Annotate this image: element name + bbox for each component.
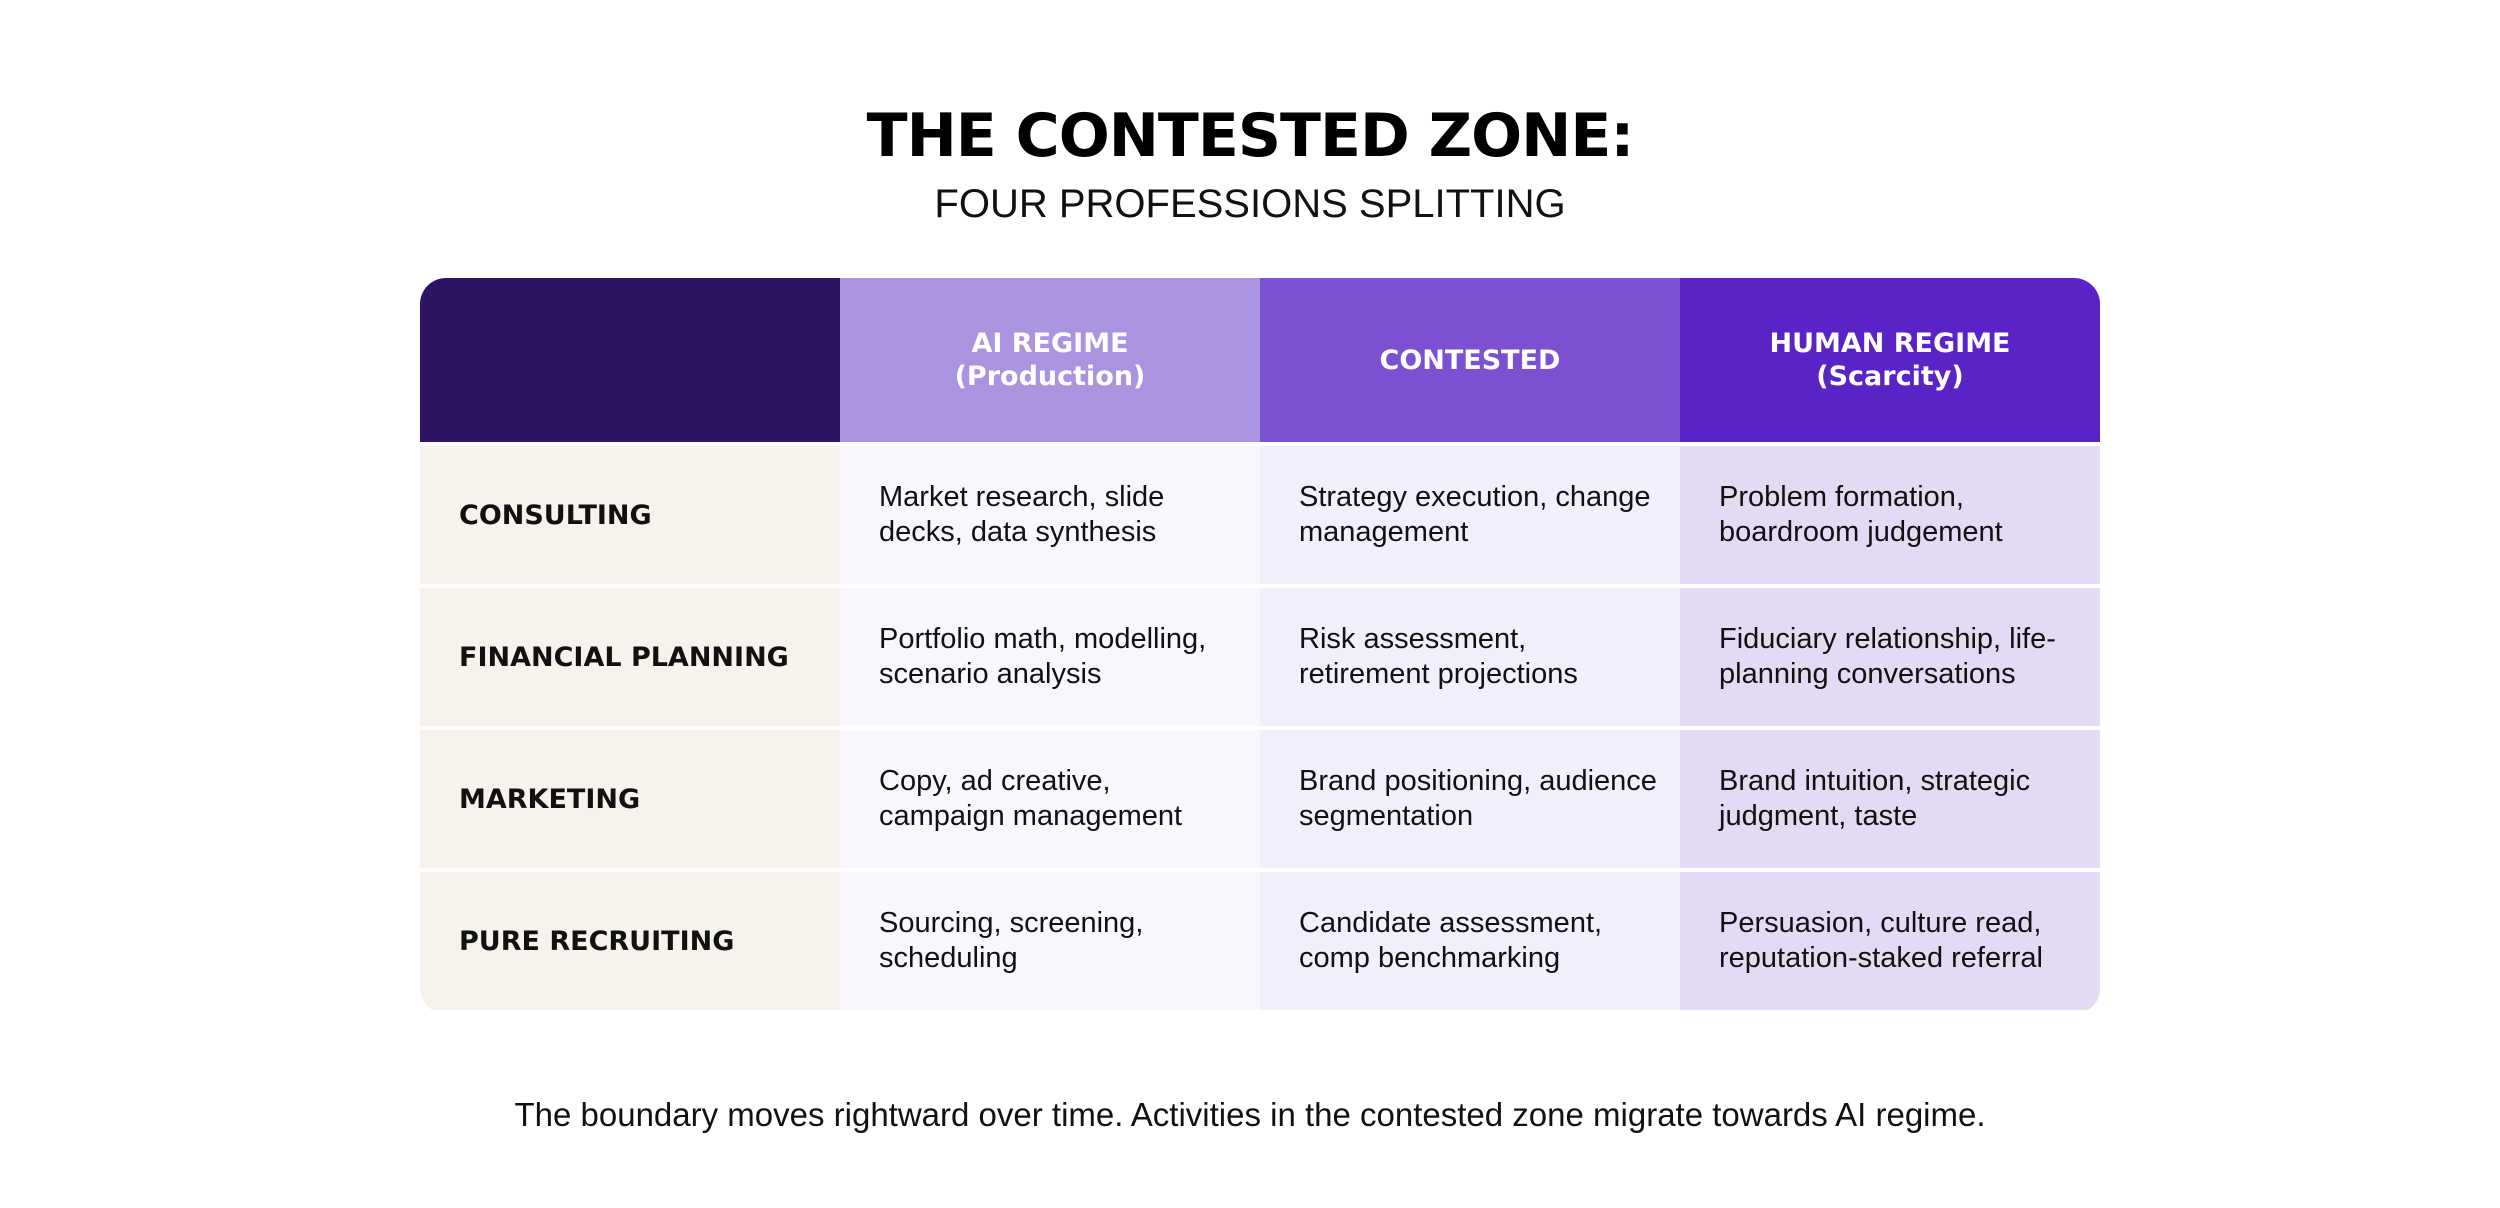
header-human-regime: HUMAN REGIME (Scarcity)	[1680, 278, 2100, 442]
row-label-consulting: CONSULTING	[420, 446, 840, 584]
header-ai-regime: AI REGIME (Production)	[840, 278, 1260, 442]
footnote: The boundary moves rightward over time. …	[514, 1096, 1986, 1133]
cell-pure-recruiting-human: Persuasion, culture read, reputation-sta…	[1680, 872, 2100, 1010]
cell-financial-planning-ai: Portfolio math, modelling, scenario anal…	[840, 588, 1260, 726]
page-subtitle: FOUR PROFESSIONS SPLITTING	[934, 182, 1566, 226]
cell-pure-recruiting-contested: Candidate assessment, comp benchmarking	[1260, 872, 1680, 1010]
cell-marketing-human: Brand intuition, strategic judgment, tas…	[1680, 730, 2100, 868]
cell-financial-planning-contested: Risk assessment, retirement projections	[1260, 588, 1680, 726]
header-contested: CONTESTED	[1260, 278, 1680, 442]
row-label-marketing: MARKETING	[420, 730, 840, 868]
page-title: THE CONTESTED ZONE:	[866, 101, 1635, 171]
row-label-pure-recruiting: PURE RECRUITING	[420, 872, 840, 1010]
cell-consulting-contested: Strategy execution, change management	[1260, 446, 1680, 584]
row-label-financial-planning: FINANCIAL PLANNING	[420, 588, 840, 726]
cell-marketing-ai: Copy, ad creative, campaign management	[840, 730, 1260, 868]
header-corner-cell	[420, 278, 840, 442]
cell-pure-recruiting-ai: Sourcing, screening, scheduling	[840, 872, 1260, 1010]
cell-consulting-ai: Market research, slide decks, data synth…	[840, 446, 1260, 584]
cell-financial-planning-human: Fiduciary relationship, life-planning co…	[1680, 588, 2100, 726]
cell-consulting-human: Problem formation, boardroom judgement	[1680, 446, 2100, 584]
regime-table: AI REGIME (Production) CONTESTED HUMAN R…	[420, 278, 2100, 1014]
cell-marketing-contested: Brand positioning, audience segmentation	[1260, 730, 1680, 868]
